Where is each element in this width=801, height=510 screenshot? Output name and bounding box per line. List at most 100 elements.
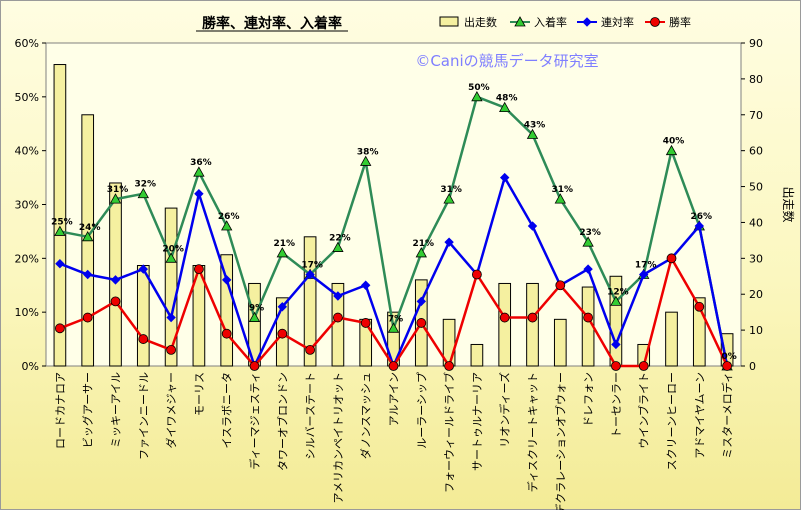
- marker-1-8: [277, 302, 288, 312]
- marker-0-16: [499, 101, 511, 112]
- marker-2-14: [444, 361, 455, 371]
- marker-2-6: [221, 328, 232, 339]
- point-label: 38%: [357, 147, 379, 157]
- category-label: サートゥルナーリア: [471, 372, 484, 471]
- marker-1-23: [694, 221, 705, 231]
- marker-2-21: [638, 361, 649, 371]
- marker-2-23: [694, 301, 705, 312]
- left-axis-tick-label: 20%: [15, 252, 39, 265]
- marker-1-19: [583, 264, 593, 274]
- bar-9: [303, 236, 317, 367]
- point-label: 21%: [274, 239, 296, 249]
- marker-1-2: [110, 275, 121, 285]
- marker-1-4: [166, 312, 176, 323]
- marker-1-1: [82, 269, 93, 280]
- marker-2-8: [277, 328, 288, 339]
- marker-1-10: [333, 291, 343, 301]
- point-label: 20%: [162, 244, 184, 254]
- marker-0-13: [415, 247, 427, 258]
- legend-label: 勝率: [669, 15, 691, 29]
- right-axis-tick-label: 20: [749, 288, 763, 301]
- left-axis-tick-label: 0%: [22, 360, 39, 373]
- right-axis-tick-label: 10: [749, 324, 763, 337]
- point-label: 9%: [249, 304, 264, 314]
- category-label: ディスクリートキャット: [526, 372, 540, 492]
- marker-2-18: [555, 280, 566, 291]
- right-axis-tick-label: 70: [749, 109, 763, 122]
- point-label: 31%: [440, 185, 462, 195]
- legend-marker: [514, 16, 526, 27]
- marker-0-14: [443, 193, 455, 204]
- category-label: リオンディーズ: [498, 372, 512, 448]
- marker-2-13: [416, 318, 427, 328]
- category-label: ウインブライト: [637, 372, 651, 449]
- marker-0-0: [54, 225, 66, 236]
- category-label: ルーラーシップ: [415, 372, 428, 449]
- bar-23: [692, 297, 706, 367]
- right-axis-tick-label: 60: [749, 145, 763, 158]
- category-label: アドマイヤムーン: [693, 372, 706, 459]
- category-label: ビッグアーサー: [81, 372, 95, 448]
- point-label: 7%: [388, 314, 403, 324]
- marker-2-19: [583, 312, 593, 323]
- bar-17: [526, 282, 539, 367]
- category-label: タワーオブロンドン: [275, 372, 289, 471]
- point-label: 24%: [79, 223, 101, 233]
- point-label: 17%: [635, 260, 657, 270]
- marker-1-5: [194, 189, 204, 199]
- marker-0-8: [276, 247, 288, 258]
- marker-2-24: [722, 361, 732, 371]
- marker-2-5: [193, 264, 204, 275]
- right-axis-tick-label: 50: [749, 181, 763, 194]
- legend-swatch-bar: [439, 16, 459, 27]
- marker-1-6: [221, 275, 232, 285]
- category-label: スクリーンヒーロー: [666, 372, 679, 470]
- category-label: ディーマジェスティ: [248, 372, 262, 470]
- point-label: 26%: [691, 212, 713, 222]
- point-label: 50%: [468, 83, 490, 93]
- watermark-text: ©Caniの競馬データ研究室: [415, 52, 598, 70]
- bar-15: [470, 343, 484, 367]
- left-axis-tick-label: 50%: [15, 91, 39, 104]
- marker-2-11: [360, 318, 371, 328]
- marker-0-18: [554, 193, 566, 204]
- marker-0-3: [137, 187, 149, 199]
- marker-1-17: [527, 221, 538, 231]
- marker-2-3: [138, 334, 149, 344]
- category-label: デクラレーションオブウォー: [553, 372, 567, 510]
- legend-label: 入着率: [534, 15, 567, 29]
- marker-0-20: [610, 295, 622, 306]
- category-label: ロードカナロア: [54, 372, 67, 449]
- category-label: ドレフォン: [582, 372, 595, 427]
- marker-1-16: [499, 172, 510, 183]
- point-label: 32%: [135, 180, 157, 190]
- marker-2-15: [471, 269, 482, 280]
- marker-0-12: [387, 322, 400, 333]
- category-label: シルバーステート: [304, 372, 317, 459]
- point-label: 25%: [51, 217, 73, 227]
- point-label: 23%: [579, 228, 601, 238]
- bar-0: [53, 64, 67, 367]
- right-axis-tick-label: 40: [749, 216, 763, 229]
- marker-2-16: [499, 312, 510, 323]
- marker-1-11: [360, 280, 371, 290]
- legend-label: 出走数: [464, 15, 497, 29]
- right-axis-title: 出走数: [781, 186, 796, 222]
- point-label: 36%: [190, 158, 212, 168]
- category-label: ダノンスマッシュ: [359, 372, 373, 459]
- bar-6: [220, 254, 234, 367]
- marker-0-2: [109, 193, 122, 204]
- marker-2-17: [527, 312, 538, 323]
- marker-2-4: [166, 344, 177, 355]
- marker-2-10: [332, 312, 343, 323]
- point-label: 22%: [329, 234, 351, 244]
- marker-0-1: [82, 230, 94, 242]
- right-axis-tick-label: 90: [749, 37, 763, 50]
- marker-1-14: [444, 237, 454, 247]
- marker-0-11: [360, 155, 372, 166]
- marker-1-20: [611, 339, 621, 350]
- right-axis-tick-label: 30: [749, 252, 763, 265]
- left-axis-tick-label: 40%: [15, 145, 39, 158]
- point-label: 17%: [301, 260, 323, 270]
- point-label: 40%: [663, 137, 685, 147]
